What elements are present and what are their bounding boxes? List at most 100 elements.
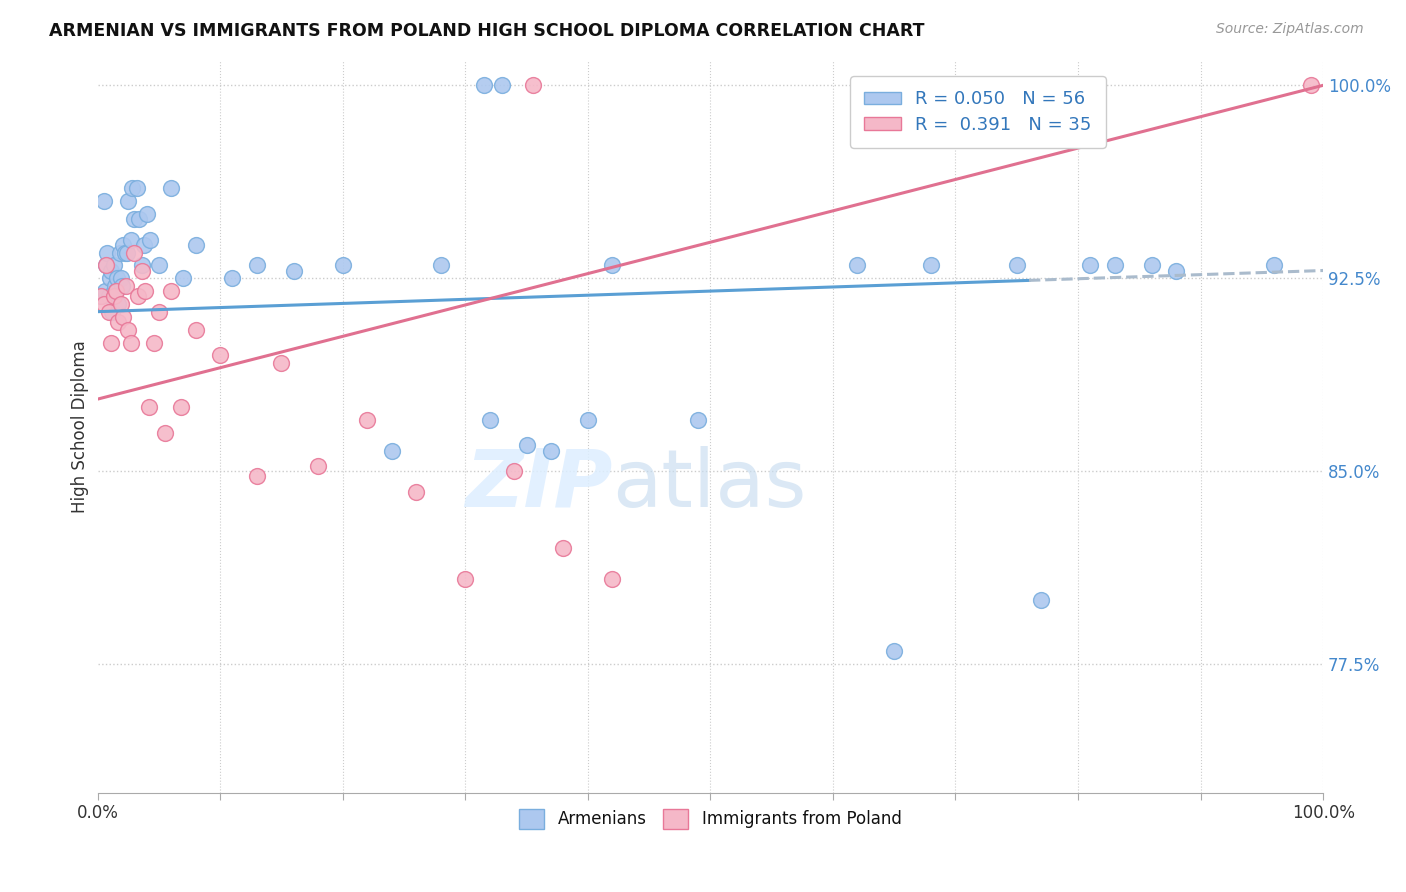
Point <box>112 310 135 324</box>
Point <box>1140 258 1163 272</box>
Point <box>107 297 129 311</box>
Point <box>356 413 378 427</box>
Point <box>846 258 869 272</box>
Point <box>111 279 134 293</box>
Point <box>104 284 127 298</box>
Point <box>115 245 138 260</box>
Point <box>131 263 153 277</box>
Point <box>454 572 477 586</box>
Text: ARMENIAN VS IMMIGRANTS FROM POLAND HIGH SCHOOL DIPLOMA CORRELATION CHART: ARMENIAN VS IMMIGRANTS FROM POLAND HIGH … <box>49 22 925 40</box>
Point <box>148 304 170 318</box>
Text: Source: ZipAtlas.com: Source: ZipAtlas.com <box>1216 22 1364 37</box>
Point <box>121 181 143 195</box>
Point <box>124 245 146 260</box>
Point <box>688 413 710 427</box>
Point <box>600 258 623 272</box>
Point <box>104 284 127 298</box>
Point <box>184 237 207 252</box>
Point <box>160 284 183 298</box>
Point <box>246 469 269 483</box>
Point <box>405 484 427 499</box>
Point <box>110 271 132 285</box>
Point <box>117 194 139 208</box>
Point <box>114 245 136 260</box>
Point <box>101 304 124 318</box>
Point <box>112 237 135 252</box>
Point <box>503 464 526 478</box>
Point <box>283 263 305 277</box>
Point <box>1164 263 1187 277</box>
Point <box>93 194 115 208</box>
Point <box>270 356 292 370</box>
Point <box>134 237 156 252</box>
Point <box>120 335 142 350</box>
Point <box>491 78 513 93</box>
Point <box>124 212 146 227</box>
Point <box>94 258 117 272</box>
Point <box>540 443 562 458</box>
Point <box>93 297 115 311</box>
Point <box>90 289 112 303</box>
Point <box>172 271 194 285</box>
Point <box>184 323 207 337</box>
Point <box>1104 258 1126 272</box>
Point <box>105 271 128 285</box>
Point <box>139 233 162 247</box>
Point <box>1078 258 1101 272</box>
Point <box>153 425 176 440</box>
Point <box>114 279 136 293</box>
Point <box>515 438 537 452</box>
Point <box>120 233 142 247</box>
Point <box>96 245 118 260</box>
Point <box>134 284 156 298</box>
Point <box>131 258 153 272</box>
Point <box>553 541 575 556</box>
Point <box>127 289 149 303</box>
Point <box>107 315 129 329</box>
Point <box>576 413 599 427</box>
Text: atlas: atlas <box>612 446 807 524</box>
Point <box>94 258 117 272</box>
Point <box>103 258 125 272</box>
Point <box>1005 258 1028 272</box>
Point <box>246 258 269 272</box>
Point <box>142 335 165 350</box>
Point <box>98 271 121 285</box>
Point <box>97 289 120 303</box>
Point <box>128 212 150 227</box>
Point <box>478 413 501 427</box>
Point <box>1263 258 1285 272</box>
Point <box>90 289 112 303</box>
Y-axis label: High School Diploma: High School Diploma <box>72 340 89 513</box>
Point <box>94 284 117 298</box>
Legend: Armenians, Immigrants from Poland: Armenians, Immigrants from Poland <box>513 802 908 836</box>
Point <box>125 181 148 195</box>
Point <box>1299 78 1322 93</box>
Point <box>100 263 122 277</box>
Point <box>332 258 354 272</box>
Point <box>97 304 120 318</box>
Point <box>100 335 122 350</box>
Point <box>108 245 131 260</box>
Point <box>117 323 139 337</box>
Point <box>135 207 157 221</box>
Point <box>103 289 125 303</box>
Point <box>110 297 132 311</box>
Point <box>160 181 183 195</box>
Point <box>381 443 404 458</box>
Point <box>600 572 623 586</box>
Point <box>209 348 232 362</box>
Point <box>429 258 451 272</box>
Point <box>472 78 495 93</box>
Point <box>920 258 942 272</box>
Text: ZIP: ZIP <box>465 446 612 524</box>
Point <box>522 78 544 93</box>
Point <box>221 271 243 285</box>
Point <box>883 644 905 658</box>
Point <box>138 400 160 414</box>
Point <box>307 458 329 473</box>
Point <box>148 258 170 272</box>
Point <box>170 400 193 414</box>
Point <box>1031 592 1053 607</box>
Point <box>104 279 127 293</box>
